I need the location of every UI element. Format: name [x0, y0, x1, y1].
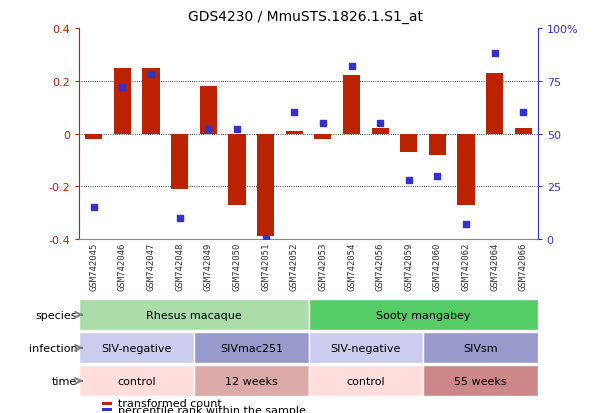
Point	[375, 121, 385, 127]
Point	[404, 177, 414, 184]
Bar	[429, 134, 446, 155]
Point	[433, 173, 442, 180]
Bar	[171, 134, 188, 190]
Text: time: time	[52, 376, 77, 386]
Point	[89, 205, 98, 211]
Bar	[194, 332, 309, 363]
Bar	[309, 332, 423, 363]
Bar	[114, 69, 131, 134]
Text: transformed count: transformed count	[119, 399, 222, 408]
Point	[490, 51, 500, 57]
Bar	[486, 74, 503, 134]
Text: infection: infection	[29, 343, 77, 353]
Point	[146, 72, 156, 78]
Text: control: control	[346, 376, 385, 386]
Bar	[343, 76, 360, 134]
Bar	[371, 129, 389, 134]
Text: SIVsm: SIVsm	[463, 343, 498, 353]
Bar	[423, 366, 538, 396]
Point	[203, 127, 213, 133]
Bar	[257, 134, 274, 237]
Point	[175, 215, 185, 222]
Text: GDS4230 / MmuSTS.1826.1.S1_at: GDS4230 / MmuSTS.1826.1.S1_at	[188, 10, 423, 24]
Text: 55 weeks: 55 weeks	[454, 376, 507, 386]
Text: species: species	[35, 310, 77, 320]
Bar	[103, 402, 112, 405]
Bar	[309, 299, 538, 330]
Text: 12 weeks: 12 weeks	[225, 376, 277, 386]
Point	[346, 64, 356, 70]
Point	[519, 110, 529, 116]
Point	[290, 110, 299, 116]
Bar	[79, 299, 309, 330]
Bar	[142, 69, 159, 134]
Point	[318, 121, 327, 127]
Bar	[79, 366, 194, 396]
Point	[261, 236, 271, 243]
Text: Sooty mangabey: Sooty mangabey	[376, 310, 470, 320]
Bar	[229, 134, 246, 205]
Text: SIVmac251: SIVmac251	[220, 343, 283, 353]
Bar	[103, 408, 112, 411]
Bar	[200, 87, 217, 134]
Text: SIV-negative: SIV-negative	[101, 343, 172, 353]
Bar	[314, 134, 331, 140]
Bar	[194, 366, 309, 396]
Bar	[79, 332, 194, 363]
Point	[117, 85, 127, 91]
Bar	[285, 132, 303, 134]
Point	[461, 221, 471, 228]
Text: percentile rank within the sample: percentile rank within the sample	[119, 405, 306, 413]
Bar	[400, 134, 417, 153]
Bar	[423, 332, 538, 363]
Point	[232, 127, 242, 133]
Text: Rhesus macaque: Rhesus macaque	[146, 310, 242, 320]
Bar	[514, 129, 532, 134]
Text: SIV-negative: SIV-negative	[331, 343, 401, 353]
Bar	[309, 366, 423, 396]
Bar	[85, 134, 103, 140]
Text: control: control	[117, 376, 156, 386]
Bar	[458, 134, 475, 205]
